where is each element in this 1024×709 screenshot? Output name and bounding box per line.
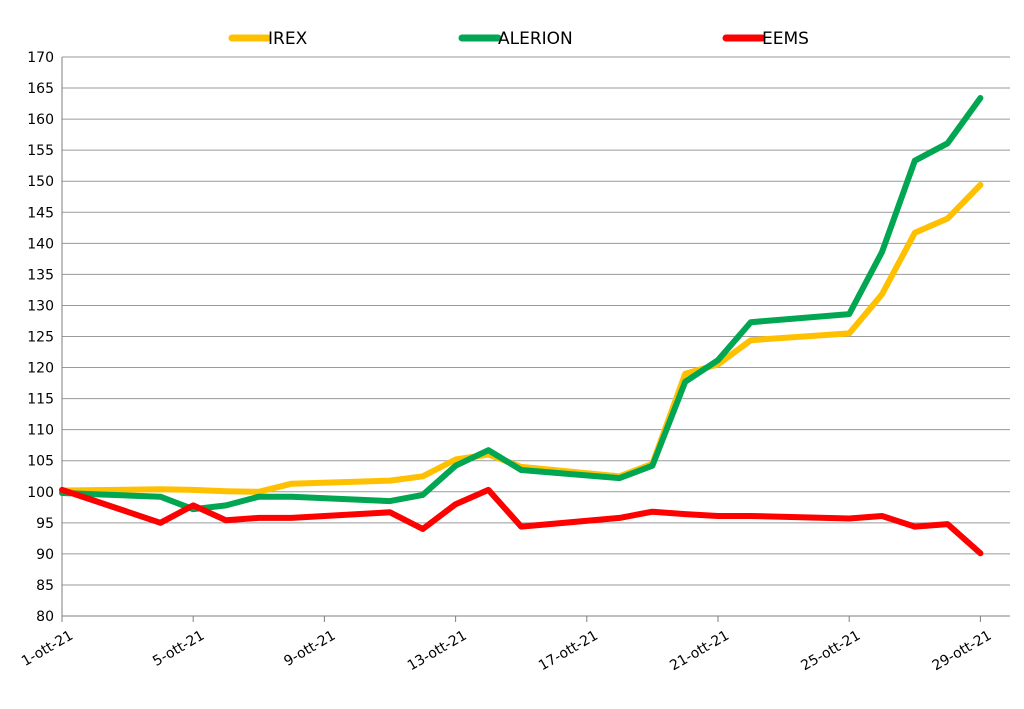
series-line-alerion (59, 95, 984, 513)
x-tick-label: 1-ott-21 (19, 628, 76, 670)
series-line-irex (59, 181, 984, 495)
y-tick-label: 135 (27, 267, 54, 283)
y-tick-label: 130 (27, 298, 54, 314)
x-axis-ticks: 1-ott-21 5-ott-21 9-ott-21 13-ott-21 17-ott-… (19, 616, 994, 674)
y-tick-label: 100 (27, 485, 54, 501)
legend-label-eems: EEMS (762, 29, 809, 49)
y-tick-label: 155 (27, 143, 54, 159)
legend-label-irex: IREX (268, 29, 308, 49)
x-tick-label: 5-ott-21 (150, 628, 207, 670)
y-tick-label: 120 (27, 361, 54, 377)
y-tick-label: 145 (27, 205, 54, 221)
y-tick-label: 150 (27, 174, 54, 190)
legend-label-alerion: ALERION (498, 29, 573, 49)
y-tick-label: 170 (27, 50, 54, 66)
y-tick-label: 140 (27, 236, 54, 252)
y-tick-label: 80 (36, 609, 54, 625)
y-tick-label: 115 (27, 392, 54, 408)
series-line-eems (59, 486, 984, 557)
x-tick-label: 13-ott-21 (405, 628, 470, 675)
series-lines (59, 95, 984, 557)
y-tick-label: 105 (27, 454, 54, 470)
axes (61, 57, 1010, 617)
y-tick-label: 85 (36, 578, 54, 594)
y-tick-label: 165 (27, 81, 54, 97)
y-tick-label: 125 (27, 330, 54, 346)
y-tick-label: 95 (36, 516, 54, 532)
x-tick-label: 25-ott-21 (798, 628, 863, 675)
legend: IREX ALERION EEMS (228, 29, 809, 49)
y-tick-label: 90 (36, 547, 54, 563)
y-axis-ticks: 170 165 160 155 150 145 140 135 130 125 120 115 110 1… (27, 50, 54, 625)
x-tick-label: 21-ott-21 (667, 628, 732, 675)
x-tick-label: 17-ott-21 (536, 628, 601, 675)
x-tick-label: 9-ott-21 (281, 628, 338, 670)
grid-lines (62, 56, 1010, 586)
x-tick-label: 29-ott-21 (930, 628, 995, 675)
y-tick-label: 110 (27, 423, 54, 439)
y-tick-label: 160 (27, 112, 54, 128)
